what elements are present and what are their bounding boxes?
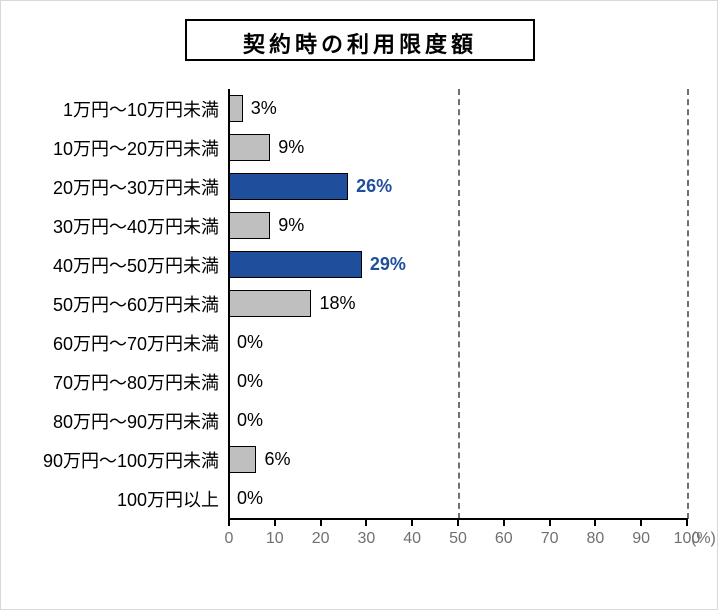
x-tick	[274, 519, 276, 526]
category-label: 90万円～100万円未満	[43, 447, 219, 473]
category-label: 100万円以上	[117, 486, 219, 512]
x-tick	[594, 519, 596, 526]
bar	[229, 446, 256, 473]
x-tick-label: 90	[621, 530, 661, 548]
category-label: 20万円～30万円未満	[53, 174, 219, 200]
x-tick	[320, 519, 322, 526]
value-label: 18%	[319, 284, 355, 323]
value-label: 6%	[264, 440, 290, 479]
category-label: 40万円～50万円未満	[53, 252, 219, 278]
x-tick-label: 50	[438, 530, 478, 548]
bar-row: 90万円～100万円未満6%	[229, 440, 687, 479]
bar-wrap: 18%	[229, 284, 687, 323]
bar-row: 40万円～50万円未満29%	[229, 245, 687, 284]
bar	[229, 251, 362, 278]
bar	[229, 95, 243, 122]
bar-wrap: 0%	[229, 479, 687, 518]
bar-row: 10万円～20万円未満9%	[229, 128, 687, 167]
plot-area: 1万円～10万円未満3%10万円～20万円未満9%20万円～30万円未満26%3…	[229, 89, 687, 519]
chart-title: 契約時の利用限度額	[185, 19, 535, 61]
bar-wrap: 9%	[229, 206, 687, 245]
value-label: 3%	[251, 89, 277, 128]
x-tick	[228, 519, 230, 526]
x-tick	[365, 519, 367, 526]
bar-row: 60万円～70万円未満0%	[229, 323, 687, 362]
bar-row: 1万円～10万円未満3%	[229, 89, 687, 128]
bar-wrap: 26%	[229, 167, 687, 206]
bar-row: 30万円～40万円未満9%	[229, 206, 687, 245]
category-label: 10万円～20万円未満	[53, 135, 219, 161]
x-tick	[503, 519, 505, 526]
bar-row: 70万円～80万円未満0%	[229, 362, 687, 401]
category-label: 80万円～90万円未満	[53, 408, 219, 434]
bar-row: 50万円～60万円未満18%	[229, 284, 687, 323]
bar-wrap: 0%	[229, 362, 687, 401]
bar-row: 80万円～90万円未満0%	[229, 401, 687, 440]
value-label: 0%	[237, 401, 263, 440]
x-tick	[549, 519, 551, 526]
value-label: 0%	[237, 479, 263, 518]
value-label: 9%	[278, 128, 304, 167]
bar-row: 100万円以上0%	[229, 479, 687, 518]
x-tick	[640, 519, 642, 526]
x-tick-label: 20	[301, 530, 341, 548]
x-tick-label: 60	[484, 530, 524, 548]
value-label: 0%	[237, 362, 263, 401]
category-label: 50万円～60万円未満	[53, 291, 219, 317]
gridline	[687, 89, 689, 519]
x-tick	[686, 519, 688, 526]
category-label: 30万円～40万円未満	[53, 213, 219, 239]
x-tick-label: 40	[392, 530, 432, 548]
value-label: 29%	[370, 245, 406, 284]
bar-wrap: 0%	[229, 323, 687, 362]
value-label: 9%	[278, 206, 304, 245]
bar	[229, 134, 270, 161]
bar-wrap: 0%	[229, 401, 687, 440]
category-label: 60万円～70万円未満	[53, 330, 219, 356]
x-tick-label: 0	[209, 530, 249, 548]
bar-row: 20万円～30万円未満26%	[229, 167, 687, 206]
x-tick-label: 80	[575, 530, 615, 548]
bar	[229, 173, 348, 200]
value-label: 26%	[356, 167, 392, 206]
bar	[229, 290, 311, 317]
chart-frame: 契約時の利用限度額 1万円～10万円未満3%10万円～20万円未満9%20万円～…	[0, 0, 718, 610]
y-axis-line	[228, 89, 230, 519]
value-label: 0%	[237, 323, 263, 362]
bar	[229, 212, 270, 239]
bar-wrap: 29%	[229, 245, 687, 284]
x-tick-label: 70	[530, 530, 570, 548]
bar-wrap: 3%	[229, 89, 687, 128]
category-label: 70万円～80万円未満	[53, 369, 219, 395]
x-axis-unit: (%)	[691, 530, 716, 548]
chart-title-text: 契約時の利用限度額	[243, 32, 477, 57]
x-tick	[411, 519, 413, 526]
x-tick-label: 10	[255, 530, 295, 548]
bar-wrap: 9%	[229, 128, 687, 167]
bar-wrap: 6%	[229, 440, 687, 479]
category-label: 1万円～10万円未満	[63, 96, 219, 122]
x-tick-label: 30	[346, 530, 386, 548]
x-tick	[457, 519, 459, 526]
